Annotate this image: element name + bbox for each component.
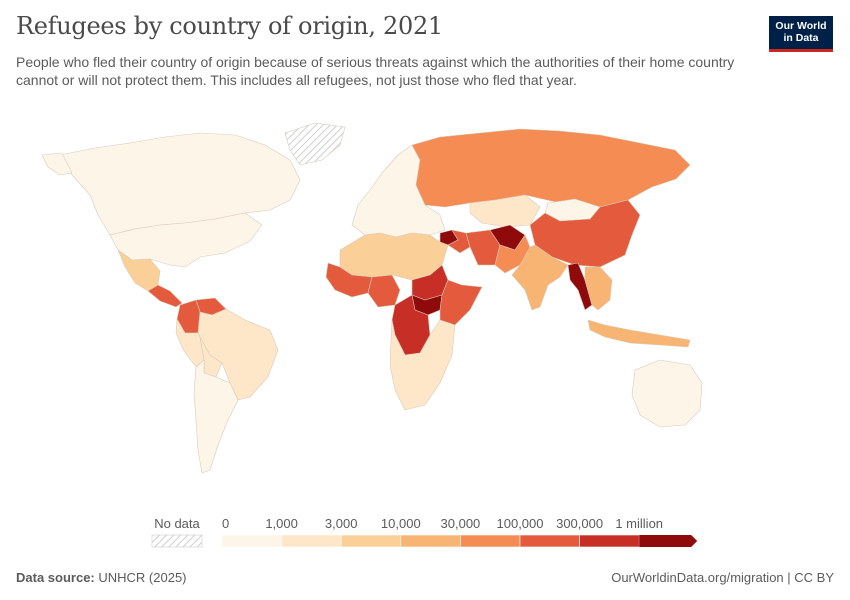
legend-swatch[interactable]: [281, 534, 342, 548]
legend-bins: 0 1,000 3,000 10,000 30,000 100,000 300,000 1 m…: [221, 516, 698, 548]
legend-no-data-label: No data: [154, 516, 200, 531]
legend-swatch[interactable]: [579, 534, 640, 548]
region-southeast-asia[interactable]: [584, 266, 613, 311]
legend-no-data-swatch: [151, 534, 203, 548]
legend-swatch[interactable]: [340, 534, 402, 548]
region-greenland[interactable]: [284, 122, 346, 166]
region-ethiopia-somalia[interactable]: [439, 279, 483, 326]
region-north-africa[interactable]: [339, 232, 449, 281]
legend-swatch[interactable]: [221, 534, 282, 548]
region-alaska[interactable]: [41, 152, 73, 176]
region-myanmar[interactable]: [567, 262, 593, 311]
region-central-america[interactable]: [147, 284, 183, 308]
region-canada[interactable]: [59, 132, 301, 236]
legend-label: 3,000: [325, 516, 358, 531]
footer-url[interactable]: OurWorldinData.org/migration | CC BY: [611, 570, 834, 585]
legend-swatch-max[interactable]: [639, 535, 698, 547]
logo-line-1: Our World: [775, 20, 827, 32]
legend-label: 0: [222, 516, 229, 531]
region-australia[interactable]: [631, 359, 703, 428]
owid-logo[interactable]: Our World in Data: [769, 16, 833, 52]
legend-label: 10,000: [381, 516, 421, 531]
region-russia[interactable]: [411, 128, 691, 208]
region-indonesia[interactable]: [587, 319, 691, 348]
world-map: [41, 122, 703, 474]
legend-swatch[interactable]: [460, 534, 521, 548]
chart-subtitle: People who fled their country of origin …: [16, 54, 735, 88]
legend-label: 1 million: [615, 516, 663, 531]
legend-label: 300,000: [556, 516, 603, 531]
logo-line-2: in Data: [783, 32, 819, 44]
region-india[interactable]: [511, 244, 569, 311]
legend-swatch[interactable]: [400, 534, 461, 548]
legend-swatch[interactable]: [519, 534, 580, 548]
legend: No data 0 1,000 3,000 10,000 30,000 100,000 30…: [151, 516, 698, 548]
source-label: Data source:: [16, 570, 95, 585]
footer-source: Data source: UNHCR (2025): [16, 570, 187, 585]
legend-label: 100,000: [497, 516, 544, 531]
region-argentina-chile[interactable]: [193, 359, 239, 474]
legend-label: 1,000: [265, 516, 298, 531]
legend-label: 30,000: [441, 516, 481, 531]
source-value[interactable]: UNHCR (2025): [98, 570, 187, 585]
region-southern-africa[interactable]: [389, 319, 456, 411]
region-nigeria[interactable]: [367, 274, 401, 308]
chart-title: Refugees by country of origin, 2021: [16, 12, 443, 40]
region-china[interactable]: [529, 199, 641, 268]
